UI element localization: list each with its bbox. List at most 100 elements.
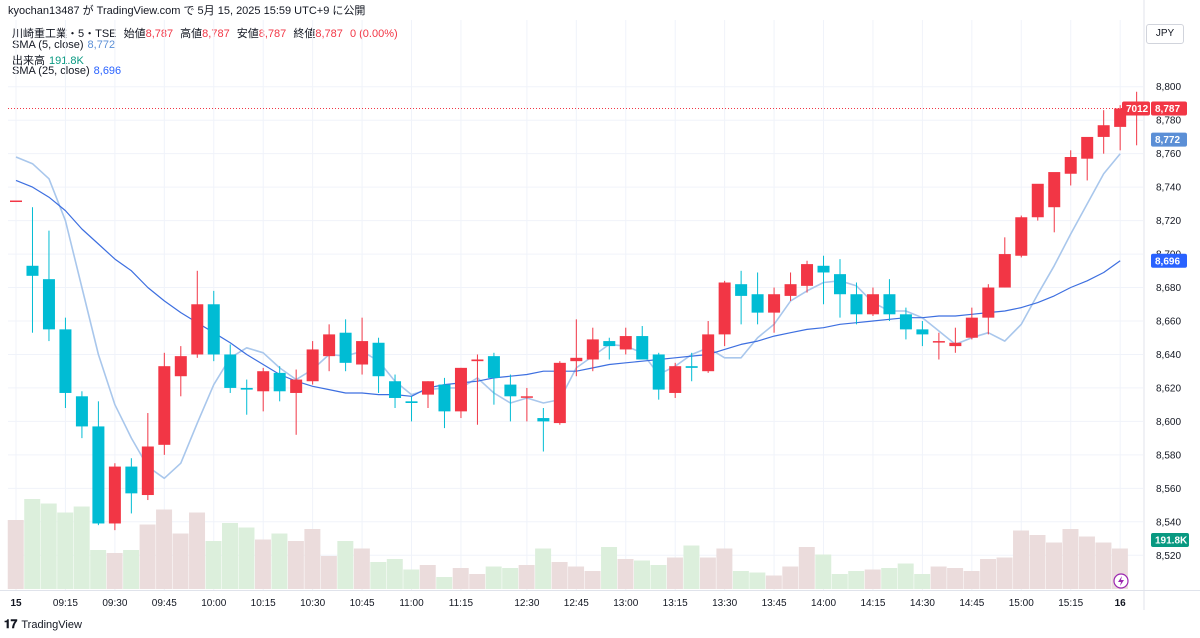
volume-bar — [353, 548, 370, 589]
candle-body — [735, 284, 748, 296]
volume-bar — [189, 512, 206, 589]
volume-bar — [1046, 542, 1062, 589]
volume-bar — [1029, 535, 1046, 589]
volume-tag-text: 191.8K — [1155, 536, 1188, 547]
volume-bar — [996, 557, 1013, 589]
time-axis[interactable]: 15 09:15 09:30 09:45 10:00 10:15 10:30 10:45 11:… — [10, 598, 1126, 609]
candle-body — [257, 371, 270, 392]
candle-body — [768, 294, 781, 313]
candle-body — [422, 381, 434, 395]
volume-bar — [666, 557, 683, 589]
candle-body — [504, 384, 517, 397]
candle-body — [75, 396, 88, 427]
volume-bar — [370, 562, 387, 589]
volume-bar — [683, 545, 700, 589]
volume-bar — [650, 565, 667, 589]
volume-bar — [568, 566, 585, 589]
candle-body — [405, 401, 418, 403]
candle-body — [834, 274, 846, 295]
sma25-tag-text: 8,696 — [1155, 256, 1180, 267]
volume-bar — [123, 550, 140, 589]
candle-body — [438, 384, 451, 412]
candle-body — [290, 379, 303, 393]
time-tick-label: 13:15 — [663, 598, 688, 609]
candle-body — [866, 294, 879, 315]
high-label: 高値 — [180, 28, 203, 40]
last-price-text: 8,787 — [1155, 104, 1180, 115]
sma25-value: 8,696 — [93, 65, 122, 77]
currency-button[interactable]: JPY — [1146, 24, 1184, 44]
candle-body — [751, 294, 764, 313]
volume-bar — [254, 539, 271, 589]
candle-body — [240, 387, 253, 390]
time-tick-label: 15:15 — [1058, 598, 1083, 609]
sma25-label[interactable]: SMA (25, close) — [12, 65, 90, 77]
volume-bar — [452, 568, 469, 589]
volume-value: 191.8K — [49, 55, 84, 67]
candle-body — [389, 381, 402, 398]
price-tick-label: 8,580 — [1156, 450, 1181, 461]
grid — [0, 0, 1200, 610]
time-tick-label: 14:30 — [910, 598, 935, 609]
volume-bar — [914, 574, 931, 589]
volume-tag: 191.8K — [1151, 533, 1189, 547]
open-value: 8,787 — [145, 28, 174, 40]
candle-body — [108, 466, 121, 524]
time-tick-label: 09:45 — [152, 598, 177, 609]
axis-tags: 7012 8,787 8,772 8,696 191.8K — [1122, 101, 1189, 547]
candle-body — [191, 304, 204, 355]
candle-body — [603, 341, 616, 347]
volume-bar — [1013, 530, 1030, 589]
candle-body — [174, 356, 187, 377]
alert-icon[interactable] — [1113, 573, 1129, 589]
candle-body — [652, 354, 665, 390]
candle-body — [817, 265, 830, 273]
volume-bar — [749, 572, 766, 589]
price-tick-label: 8,560 — [1156, 484, 1181, 495]
candle-body — [520, 396, 533, 398]
volume-bar — [1095, 542, 1112, 589]
candle-body — [1031, 183, 1044, 218]
volume-bar — [57, 512, 74, 589]
volume-bar — [172, 533, 189, 589]
volume-bar — [287, 541, 304, 589]
high-value: 8,787 — [202, 28, 230, 40]
volume-bar — [24, 499, 41, 589]
last-price-tag: 8,787 — [1151, 101, 1187, 116]
volume-bar — [502, 568, 519, 589]
candle-body — [784, 284, 797, 296]
candle-body — [537, 418, 550, 422]
volume-bar — [320, 556, 337, 589]
volume-bar — [485, 566, 502, 589]
time-tick-label: 09:30 — [102, 598, 127, 609]
time-tick-label: 11:00 — [399, 598, 424, 609]
volume-bar — [106, 553, 123, 589]
candle-body — [1081, 136, 1094, 159]
volume-bar — [304, 529, 321, 589]
volume-bar — [436, 577, 453, 589]
volume-bar — [1078, 536, 1095, 589]
symbol-title[interactable]: 川崎重工業・5・TSE — [12, 28, 117, 40]
time-tick-label: 13:45 — [762, 598, 787, 609]
price-tick-label: 8,620 — [1156, 383, 1181, 394]
candle-body — [949, 342, 962, 347]
tradingview-logo-icon[interactable]: 𝟏𝟕 — [4, 617, 18, 631]
volume-bar — [535, 548, 552, 589]
low-value: 8,787 — [258, 28, 287, 40]
price-axis[interactable]: 8,520 8,540 8,560 8,580 8,600 8,620 8,640 8,660… — [1156, 82, 1181, 562]
price-tick-label: 8,760 — [1156, 149, 1181, 160]
candle-body — [454, 367, 467, 412]
footer-brand[interactable]: TradingView — [21, 618, 82, 631]
candle-body — [1015, 217, 1028, 256]
time-tick-label: 14:45 — [959, 598, 984, 609]
price-tick-label: 8,540 — [1156, 517, 1181, 528]
volume-bar — [930, 566, 947, 589]
footer: 𝟏𝟕 TradingView — [4, 617, 82, 632]
candles — [10, 91, 1143, 531]
volume-label[interactable]: 出来高 — [12, 55, 45, 67]
candle-body — [883, 294, 896, 315]
time-tick-label: 10:30 — [300, 598, 325, 609]
volume-bar — [40, 503, 57, 589]
sma5-tag: 8,772 — [1151, 132, 1187, 147]
